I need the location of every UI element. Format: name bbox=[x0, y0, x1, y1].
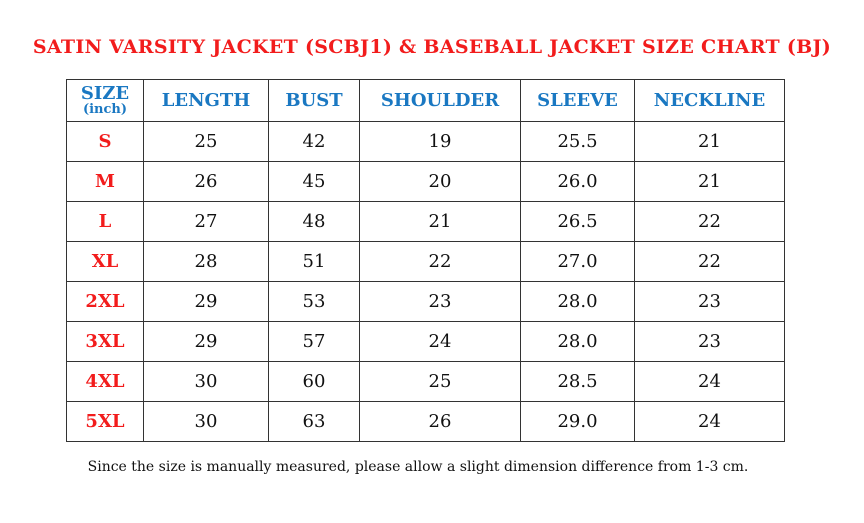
value-cell: 27.0 bbox=[520, 241, 635, 282]
value-cell: 29.0 bbox=[520, 401, 635, 442]
table-row: 3XL 29 57 24 28.0 23 bbox=[66, 321, 785, 362]
value-cell: 48 bbox=[268, 201, 360, 242]
value-cell: 25 bbox=[359, 361, 521, 402]
value-cell: 57 bbox=[268, 321, 360, 362]
value-cell: 21 bbox=[359, 201, 521, 242]
header-neckline: NECKLINE bbox=[634, 79, 785, 122]
size-unit: (inch) bbox=[82, 102, 128, 117]
size-cell: S bbox=[66, 121, 144, 162]
value-cell: 22 bbox=[359, 241, 521, 282]
table-row: M 26 45 20 26.0 21 bbox=[66, 161, 785, 202]
value-cell: 20 bbox=[359, 161, 521, 202]
value-cell: 25 bbox=[143, 121, 269, 162]
header-row: SIZE (inch) LENGTH BUST SHOULDER SLEEVE N… bbox=[66, 79, 785, 122]
header-shoulder: SHOULDER bbox=[359, 79, 521, 122]
value-cell: 24 bbox=[634, 401, 785, 442]
value-cell: 24 bbox=[359, 321, 521, 362]
value-cell: 29 bbox=[143, 321, 269, 362]
value-cell: 28.0 bbox=[520, 321, 635, 362]
value-cell: 21 bbox=[634, 161, 785, 202]
size-label: SIZE bbox=[80, 83, 130, 104]
value-cell: 26 bbox=[143, 161, 269, 202]
header-bust: BUST bbox=[268, 79, 360, 122]
value-cell: 30 bbox=[143, 361, 269, 402]
size-cell: 3XL bbox=[66, 321, 144, 362]
value-cell: 24 bbox=[634, 361, 785, 402]
size-cell: 5XL bbox=[66, 401, 144, 442]
value-cell: 28 bbox=[143, 241, 269, 282]
value-cell: 26.5 bbox=[520, 201, 635, 242]
value-cell: 23 bbox=[359, 281, 521, 322]
value-cell: 22 bbox=[634, 241, 785, 282]
table-row: S 25 42 19 25.5 21 bbox=[66, 121, 785, 162]
value-cell: 51 bbox=[268, 241, 360, 282]
value-cell: 21 bbox=[634, 121, 785, 162]
size-cell: XL bbox=[66, 241, 144, 282]
value-cell: 23 bbox=[634, 321, 785, 362]
value-cell: 63 bbox=[268, 401, 360, 442]
value-cell: 26 bbox=[359, 401, 521, 442]
table-row: 5XL 30 63 26 29.0 24 bbox=[66, 401, 785, 442]
header-length: LENGTH bbox=[143, 79, 269, 122]
value-cell: 27 bbox=[143, 201, 269, 242]
value-cell: 30 bbox=[143, 401, 269, 442]
value-cell: 42 bbox=[268, 121, 360, 162]
size-cell: L bbox=[66, 201, 144, 242]
value-cell: 26.0 bbox=[520, 161, 635, 202]
table-row: 2XL 29 53 23 28.0 23 bbox=[66, 281, 785, 322]
size-cell: M bbox=[66, 161, 144, 202]
value-cell: 19 bbox=[359, 121, 521, 162]
size-chart-table: SIZE (inch) LENGTH BUST SHOULDER SLEEVE N… bbox=[66, 79, 785, 442]
size-cell: 2XL bbox=[66, 281, 144, 322]
table-row: XL 28 51 22 27.0 22 bbox=[66, 241, 785, 282]
value-cell: 45 bbox=[268, 161, 360, 202]
value-cell: 53 bbox=[268, 281, 360, 322]
header-sleeve: SLEEVE bbox=[520, 79, 635, 122]
value-cell: 29 bbox=[143, 281, 269, 322]
value-cell: 28.0 bbox=[520, 281, 635, 322]
value-cell: 25.5 bbox=[520, 121, 635, 162]
value-cell: 60 bbox=[268, 361, 360, 402]
measurement-note: Since the size is manually measured, ple… bbox=[87, 459, 749, 475]
value-cell: 22 bbox=[634, 201, 785, 242]
value-cell: 23 bbox=[634, 281, 785, 322]
header-size: SIZE (inch) bbox=[66, 79, 144, 122]
table-row: 4XL 30 60 25 28.5 24 bbox=[66, 361, 785, 402]
value-cell: 28.5 bbox=[520, 361, 635, 402]
table-row: L 27 48 21 26.5 22 bbox=[66, 201, 785, 242]
size-cell: 4XL bbox=[66, 361, 144, 402]
page-title: SATIN VARSITY JACKET (SCBJ1) & BASEBALL … bbox=[32, 36, 832, 58]
